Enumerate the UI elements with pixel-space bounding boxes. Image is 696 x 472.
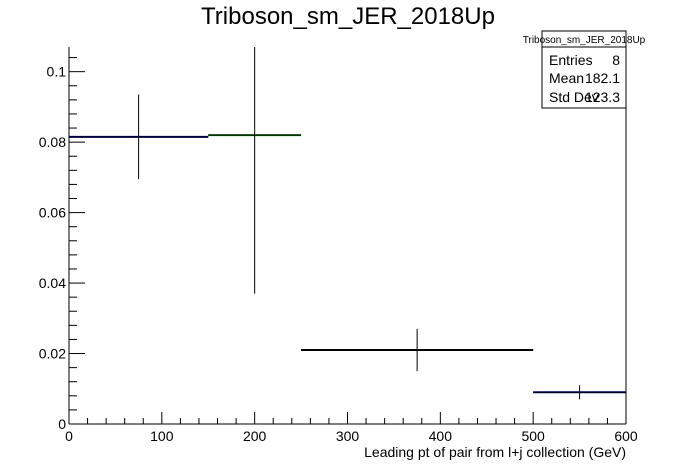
y-tick-label: 0.02	[39, 346, 66, 362]
stat-stddev-label: Std Dev	[549, 89, 599, 105]
x-axis-label: Leading pt of pair from l+j collection (…	[364, 444, 626, 460]
x-tick-label: 400	[429, 428, 453, 444]
stats-box-title: Triboson_sm_JER_2018Up	[523, 35, 646, 46]
y-tick-label: 0.1	[47, 64, 67, 80]
stats-box: Triboson_sm_JER_2018Up Entries 8 Mean 18…	[523, 30, 646, 109]
x-tick-label: 100	[150, 428, 174, 444]
stat-entries-value: 8	[612, 52, 620, 68]
stat-mean-value: 182.1	[585, 70, 620, 86]
x-tick-label: 500	[521, 428, 545, 444]
y-tick-label: 0.04	[39, 275, 66, 291]
stat-stddev-value: 123.3	[585, 89, 620, 105]
stats-box-border	[541, 30, 627, 109]
x-tick-label: 300	[336, 428, 360, 444]
y-tick-label: 0	[58, 416, 66, 432]
stat-entries-label: Entries	[549, 52, 593, 68]
axis-ticks: 0 100 200 300 400 500 600 0 0.02 0.04 0.06 0.08 0.1	[39, 57, 638, 444]
stat-mean-label: Mean	[549, 70, 584, 86]
y-tick-label: 0.06	[39, 205, 66, 221]
histogram-bins	[69, 47, 626, 400]
x-tick-label: 0	[65, 428, 73, 444]
chart-title: Triboson_sm_JER_2018Up	[201, 3, 495, 30]
x-tick-label: 600	[614, 428, 638, 444]
x-tick-label: 200	[243, 428, 267, 444]
y-tick-label: 0.08	[39, 134, 66, 150]
